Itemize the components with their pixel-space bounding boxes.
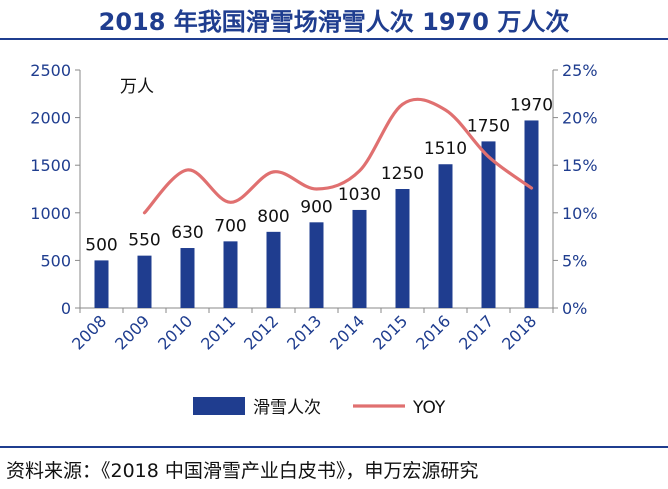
- legend-swatch-bar: [193, 397, 245, 415]
- data-label: 630: [171, 223, 203, 243]
- y-right-tick-label: 15%: [562, 156, 598, 175]
- x-tick-label: 2017: [455, 311, 497, 353]
- x-tick-label: 2009: [111, 311, 153, 353]
- data-label: 1510: [424, 139, 467, 159]
- footer-divider: [0, 446, 668, 448]
- x-tick-label: 2018: [498, 311, 540, 353]
- x-tick-label: 2013: [283, 311, 325, 353]
- data-label: 550: [128, 231, 160, 251]
- bar: [481, 141, 496, 308]
- y-right-tick-label: 25%: [562, 61, 598, 80]
- x-tick-label: 2012: [240, 311, 282, 353]
- bar: [180, 248, 195, 308]
- unit-label: 万人: [120, 77, 154, 97]
- legend-label-line: YOY: [412, 398, 446, 418]
- data-label: 800: [257, 207, 289, 227]
- y-right-tick-label: 20%: [562, 109, 598, 128]
- data-label: 900: [300, 197, 332, 217]
- x-tick-label: 2010: [154, 311, 196, 353]
- x-tick-label: 2016: [412, 311, 454, 353]
- y-left-tick-label: 0: [61, 299, 71, 318]
- x-tick-label: 2008: [68, 311, 110, 353]
- y-left-tick-label: 1500: [30, 156, 71, 175]
- x-tick-label: 2015: [369, 311, 411, 353]
- bar: [137, 255, 152, 308]
- bar: [266, 231, 281, 308]
- x-tick-label: 2014: [326, 311, 368, 353]
- bar: [94, 260, 109, 308]
- x-tick-label: 2011: [197, 311, 239, 353]
- source-note: 资料来源：《2018 中国滑雪产业白皮书》，申万宏源研究: [6, 460, 479, 482]
- y-left-tick-label: 2000: [30, 109, 71, 128]
- y-right-tick-label: 0%: [562, 299, 587, 318]
- bar: [395, 189, 410, 308]
- data-label: 1250: [381, 164, 424, 184]
- title-divider: [0, 38, 668, 40]
- bar: [438, 164, 453, 308]
- data-label: 1030: [338, 185, 381, 205]
- chart-title: 2018 年我国滑雪场滑雪人次 1970 万人次: [98, 8, 570, 36]
- y-left-tick-label: 500: [40, 251, 71, 270]
- bar: [309, 222, 324, 308]
- data-label: 1970: [510, 95, 553, 115]
- bar: [352, 209, 367, 308]
- chart-canvas: 0 500 1000 1500 2000 2500 0% 5% 10% 15% 20% 25% 2008…: [30, 61, 598, 418]
- bar: [524, 120, 539, 309]
- y-right-tick-label: 5%: [562, 251, 587, 270]
- bar: [223, 241, 238, 308]
- data-label: 500: [85, 235, 117, 255]
- data-label: 700: [214, 216, 246, 236]
- legend-label-bar: 滑雪人次: [253, 398, 321, 418]
- y-right-tick-label: 10%: [562, 204, 598, 223]
- data-label: 1750: [467, 116, 510, 136]
- yoy-line: [142, 97, 534, 215]
- y-left-tick-label: 1000: [30, 204, 71, 223]
- y-left-tick-label: 2500: [30, 61, 71, 80]
